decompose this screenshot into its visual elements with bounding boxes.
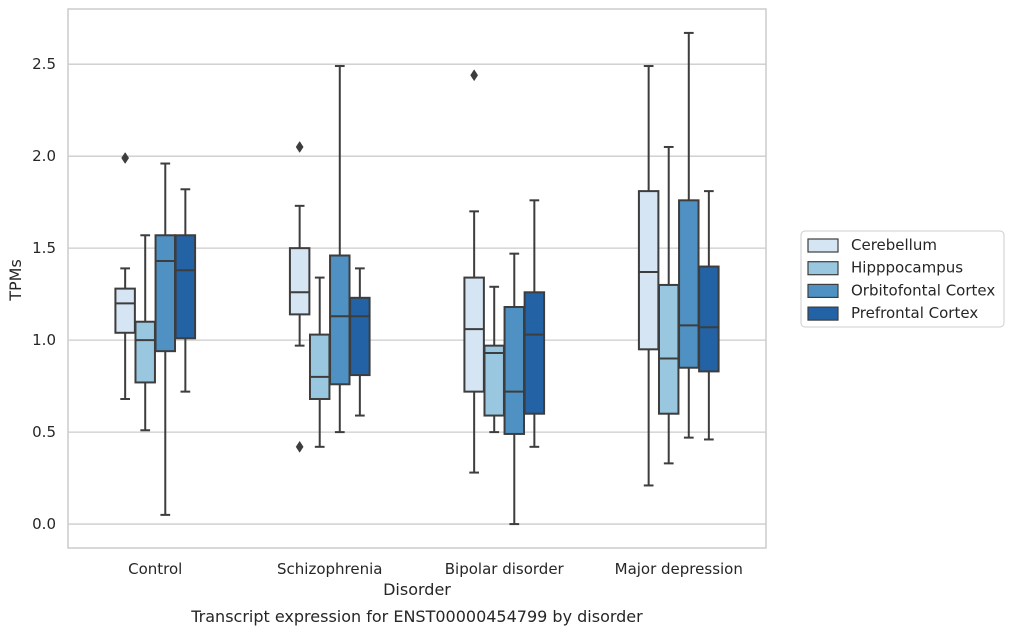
outlier-point	[470, 69, 479, 82]
box-body	[483, 344, 505, 417]
box-1-3	[349, 267, 371, 417]
plot-area-frame	[67, 8, 767, 549]
box-3-0	[637, 65, 660, 487]
box-0-2	[154, 162, 177, 516]
box-3-3	[698, 190, 720, 441]
outlier-point	[295, 440, 304, 453]
x-axis-title: Disorder	[383, 580, 451, 599]
y-tick-label: 0.0	[32, 515, 56, 533]
y-tick-label: 2.5	[32, 55, 56, 73]
legend-swatch	[807, 306, 839, 321]
box-3-2	[678, 31, 700, 439]
x-tick-label: Schizophrenia	[277, 560, 382, 578]
legend-swatch	[807, 238, 839, 253]
box-body	[154, 234, 177, 353]
box-2-1	[483, 285, 505, 434]
y-tick-label: 2.0	[32, 147, 56, 165]
x-tick-label: Major depression	[615, 560, 743, 578]
box-body	[288, 247, 311, 316]
x-tick-label: Control	[128, 560, 182, 578]
box-plots	[114, 31, 720, 526]
box-3-1	[657, 145, 680, 465]
box-body	[174, 234, 197, 340]
box-0-3	[174, 188, 197, 393]
box-body	[678, 199, 700, 369]
legend: Cerebellum Hipppocampus Orbitofontal Corte…	[800, 230, 1005, 328]
box-body	[114, 287, 136, 334]
outlier-point	[295, 141, 304, 153]
legend-swatch	[807, 261, 839, 276]
y-tick-label: 1.0	[32, 331, 56, 349]
box-0-1	[134, 234, 156, 432]
legend-swatch	[807, 283, 839, 298]
legend-frame	[800, 230, 1005, 328]
box-2-0	[463, 69, 485, 474]
box-body	[503, 306, 526, 435]
box-body	[698, 265, 720, 373]
outlier-point	[121, 152, 130, 164]
box-body	[657, 283, 680, 415]
figure-caption: Transcript expression for ENST0000045479…	[190, 607, 643, 626]
box-1-0	[288, 141, 311, 453]
x-axis-ticks: Control Schizophrenia Bipolar disorder Majo…	[128, 560, 743, 578]
box-1-2	[329, 65, 351, 434]
y-tick-label: 1.5	[32, 239, 56, 257]
box-0-0	[114, 152, 136, 400]
box-1-1	[308, 276, 331, 448]
legend-label: Hipppocampus	[851, 259, 963, 277]
box-2-3	[523, 199, 546, 448]
box-body	[463, 276, 485, 393]
box-body	[349, 296, 371, 377]
x-tick-label: Bipolar disorder	[445, 560, 565, 578]
legend-label: Cerebellum	[851, 236, 937, 254]
y-axis-ticks: 0.0 0.5 1.0 1.5 2.0 2.5	[32, 55, 56, 533]
box-body	[308, 333, 331, 400]
legend-label: Orbitofontal Cortex	[851, 281, 995, 299]
box-2-2	[503, 252, 526, 526]
legend-label: Prefrontal Cortex	[851, 304, 978, 322]
y-axis-title: TPMs	[6, 259, 25, 302]
box-body	[637, 190, 660, 351]
box-body	[329, 254, 351, 386]
y-tick-label: 0.5	[32, 423, 56, 441]
box-body	[134, 320, 156, 384]
box-body	[523, 291, 546, 415]
